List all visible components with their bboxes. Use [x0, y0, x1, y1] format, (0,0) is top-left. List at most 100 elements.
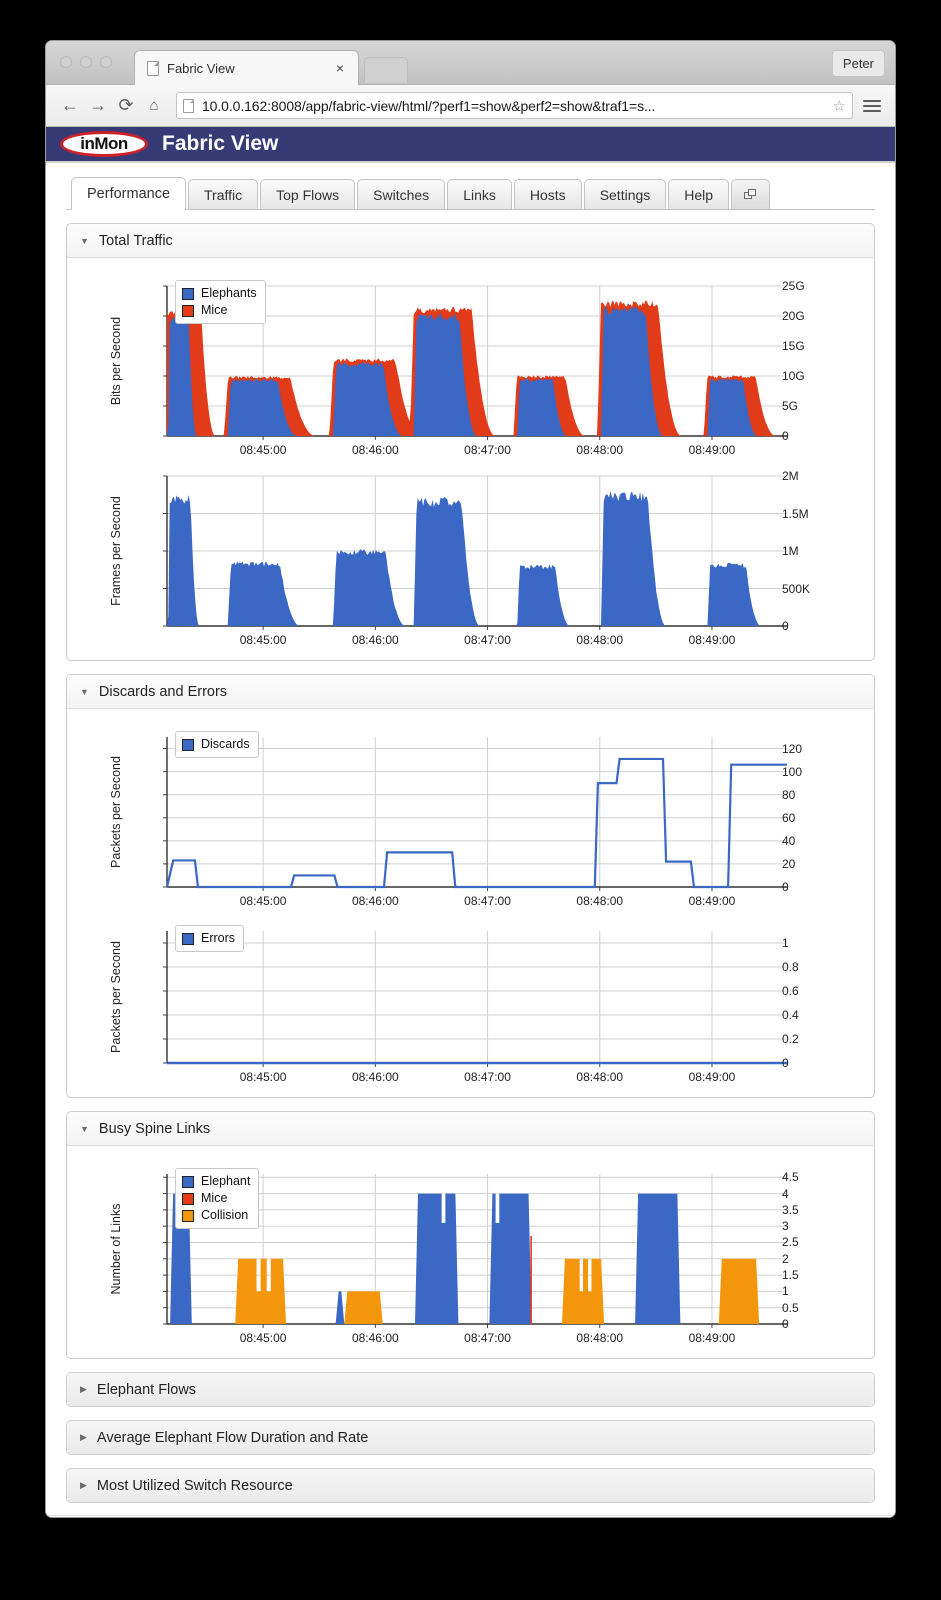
tab-hosts[interactable]: Hosts: [513, 179, 582, 209]
y-axis-tick: 0.6: [782, 984, 799, 998]
minimize-window-button[interactable]: [80, 56, 92, 68]
chevron-down-icon: ▼: [80, 235, 89, 246]
x-axis-tick: 08:49:00: [688, 1331, 736, 1345]
chevron-right-icon: ▶: [80, 1384, 87, 1394]
forward-icon[interactable]: →: [89, 95, 107, 115]
new-tab-button[interactable]: [364, 57, 408, 83]
home-icon[interactable]: ⌂: [149, 97, 159, 114]
legend-label: Discards: [201, 737, 250, 751]
y-axis-tick: 5G: [782, 399, 799, 413]
profile-button[interactable]: Peter: [831, 50, 885, 77]
y-axis-tick: 20G: [782, 309, 805, 323]
x-axis-tick: 08:46:00: [351, 443, 399, 457]
y-axis-tick: 2.5: [782, 1235, 799, 1250]
y-axis-tick: 0.8: [782, 960, 799, 974]
legend-swatch: [182, 304, 194, 317]
panel-average-elephant-flow-header[interactable]: ▶ Average Elephant Flow Duration and Rat…: [67, 1421, 874, 1454]
panel-total-traffic: ▼ Total Traffic Bits per Second 0 5G 10G 15G…: [66, 223, 875, 661]
panel-busy-spine-links-header[interactable]: ▼ Busy Spine Links: [67, 1112, 874, 1146]
tab-label: Performance: [87, 186, 171, 202]
tab-help[interactable]: Help: [668, 179, 730, 209]
reload-icon[interactable]: ⟳: [118, 95, 134, 115]
y-axis-tick: 120: [782, 741, 803, 756]
panel-discards-errors-header[interactable]: ▼ Discards and Errors: [67, 675, 874, 709]
profile-name: Peter: [842, 56, 874, 71]
y-axis-tick: 0: [782, 429, 789, 443]
tab-label: Traffic: [204, 186, 243, 203]
legend-item: Elephant: [182, 1173, 250, 1190]
y-axis-tick: 40: [782, 833, 796, 848]
x-axis-tick: 08:47:00: [464, 633, 511, 647]
panel-title: Most Utilized Switch Resource: [96, 1477, 293, 1494]
browser-tab[interactable]: Fabric View ×: [134, 50, 359, 85]
panel-average-elephant-flow: ▶ Average Elephant Flow Duration and Rat…: [66, 1420, 875, 1455]
legend-label: Collision: [201, 1208, 249, 1222]
bookmark-star-icon[interactable]: ☆: [832, 97, 846, 115]
chart-legend: Errors: [175, 925, 245, 952]
panel-most-utilized-switch-resource-header[interactable]: ▶ Most Utilized Switch Resource: [67, 1469, 874, 1502]
chart-total-traffic-bits: Bits per Second 0 5G 10G 15G 20G 25G 08:45:00 08…: [67, 264, 874, 462]
y-axis-tick: 1.5: [782, 1268, 799, 1283]
tab-traffic[interactable]: Traffic: [188, 179, 259, 209]
y-axis-tick: 60: [782, 810, 796, 825]
tab-settings[interactable]: Settings: [583, 179, 667, 209]
y-axis-tick: 1.5M: [782, 506, 809, 521]
legend-item: Mice: [182, 302, 257, 319]
tab-links[interactable]: Links: [447, 179, 512, 209]
panel-most-utilized-switch-resource: ▶ Most Utilized Switch Resource: [66, 1468, 875, 1503]
y-axis-tick: 4.5: [782, 1170, 799, 1185]
chart-legend: Discards: [175, 731, 259, 758]
chevron-right-icon: ▶: [80, 1432, 87, 1442]
browser-toolbar: ← → ⟳ ⌂ 10.0.0.162:8008/app/fabric-view/…: [46, 85, 895, 127]
x-axis-tick: 08:48:00: [576, 443, 624, 457]
browser-menu-icon[interactable]: [859, 93, 885, 119]
panel-elephant-flows-header[interactable]: ▶ Elephant Flows: [67, 1373, 874, 1406]
page-info-icon: [183, 98, 194, 113]
tab-top-flows[interactable]: Top Flows: [260, 179, 356, 209]
tab-label: Help: [684, 186, 714, 203]
y-axis-tick: 0.4: [782, 1008, 799, 1022]
window-controls[interactable]: [60, 56, 112, 68]
y-axis-tick: 2M: [782, 469, 799, 483]
legend-item: Mice: [182, 1190, 250, 1207]
page-icon: [147, 60, 159, 76]
x-axis-tick: 08:46:00: [351, 1331, 399, 1345]
legend-swatch: [182, 1175, 194, 1188]
y-axis-tick: 80: [782, 787, 796, 802]
chart-discards: Packets per Second 0 20 40 60 80 100 120 08:45:0…: [67, 715, 874, 913]
chart-total-traffic-frames: Frames per Second 0 500K 1M 1.5M 2M 08:45:00 08…: [67, 462, 874, 652]
chevron-down-icon: ▼: [80, 686, 89, 697]
x-axis-tick: 08:47:00: [464, 1331, 511, 1345]
y-axis-tick: 15G: [782, 339, 805, 353]
y-axis-tick: 2: [782, 1251, 789, 1266]
browser-tab-title: Fabric View: [167, 60, 235, 76]
chevron-right-icon: ▶: [80, 1480, 87, 1490]
x-axis-tick: 08:46:00: [351, 1070, 399, 1084]
y-axis-tick: 1M: [782, 544, 799, 558]
y-axis-tick: 20: [782, 856, 796, 871]
y-axis-tick: 0: [782, 880, 789, 894]
panel-total-traffic-header[interactable]: ▼ Total Traffic: [67, 224, 874, 258]
tab-performance[interactable]: Performance: [71, 177, 187, 210]
address-bar[interactable]: 10.0.0.162:8008/app/fabric-view/html/?pe…: [176, 92, 853, 119]
close-tab-icon[interactable]: ×: [335, 60, 344, 76]
legend-label: Elephants: [201, 286, 257, 300]
x-axis-tick: 08:48:00: [576, 894, 624, 908]
y-axis-tick: 0: [782, 1317, 789, 1331]
panel-title: Busy Spine Links: [98, 1120, 211, 1137]
panel-busy-spine-links: ▼ Busy Spine Links Number of Links 0 0.5 1 1…: [66, 1111, 875, 1359]
y-axis-tick: 10G: [782, 369, 805, 383]
panel-total-traffic-body: Bits per Second 0 5G 10G 15G 20G 25G 08:45:00 08…: [67, 258, 874, 660]
panel-discards-errors-body: Packets per Second 0 20 40 60 80 100 120 08:45:0…: [67, 709, 874, 1097]
x-axis-tick: 08:47:00: [464, 894, 511, 908]
legend-swatch: [182, 287, 194, 300]
chart-legend: Elephant Mice Collision: [175, 1168, 260, 1229]
tab-switches[interactable]: Switches: [357, 179, 446, 209]
legend-label: Mice: [201, 303, 228, 317]
close-window-button[interactable]: [60, 56, 72, 68]
back-icon[interactable]: ←: [61, 95, 79, 115]
logo-text: inMon: [80, 134, 128, 153]
maximize-window-button[interactable]: [100, 56, 112, 68]
popout-window-button[interactable]: [731, 179, 771, 209]
